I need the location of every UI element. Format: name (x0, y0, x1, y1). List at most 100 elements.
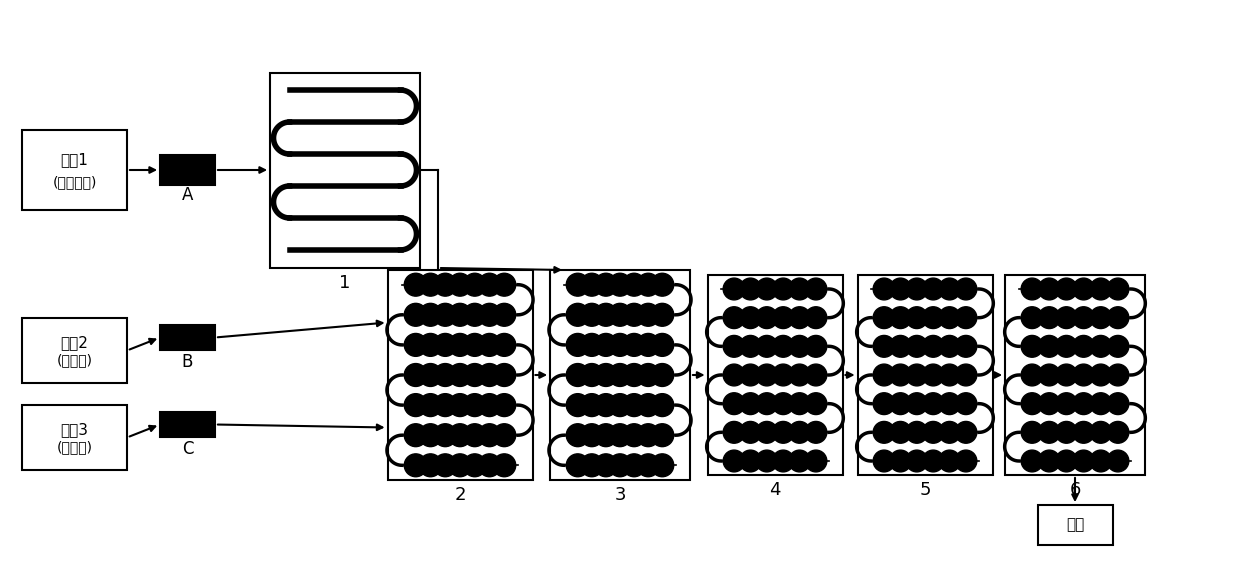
Circle shape (492, 424, 516, 447)
Circle shape (873, 364, 895, 386)
Circle shape (739, 450, 761, 472)
Circle shape (567, 424, 589, 447)
Circle shape (1038, 307, 1060, 328)
Circle shape (906, 393, 928, 415)
Circle shape (773, 336, 794, 357)
Circle shape (464, 424, 486, 447)
Circle shape (756, 336, 777, 357)
Circle shape (1055, 307, 1078, 328)
Circle shape (1022, 336, 1043, 357)
Circle shape (479, 424, 501, 447)
Circle shape (609, 424, 631, 447)
Circle shape (580, 454, 603, 477)
Circle shape (939, 307, 961, 328)
Circle shape (622, 394, 646, 417)
Circle shape (594, 424, 618, 447)
Bar (387, 270, 532, 480)
Bar (160, 155, 215, 185)
Circle shape (773, 450, 794, 472)
Circle shape (404, 454, 427, 477)
Circle shape (906, 278, 928, 300)
Text: 1: 1 (340, 274, 351, 291)
Circle shape (404, 303, 427, 326)
Circle shape (637, 303, 660, 326)
Circle shape (580, 333, 603, 356)
Circle shape (906, 422, 928, 443)
Circle shape (773, 393, 794, 415)
Circle shape (479, 454, 501, 477)
Circle shape (1107, 422, 1128, 443)
Text: 3: 3 (614, 486, 626, 504)
Circle shape (805, 364, 827, 386)
Text: 6: 6 (1069, 481, 1081, 499)
Circle shape (651, 273, 673, 296)
Circle shape (906, 307, 928, 328)
Circle shape (609, 364, 631, 386)
Circle shape (939, 450, 961, 472)
Circle shape (723, 278, 745, 300)
Circle shape (1055, 393, 1078, 415)
Circle shape (955, 450, 977, 472)
Circle shape (434, 364, 456, 386)
Circle shape (939, 364, 961, 386)
Circle shape (622, 333, 646, 356)
Circle shape (939, 422, 961, 443)
Circle shape (434, 424, 456, 447)
Text: (邻二氟苯): (邻二氟苯) (52, 175, 97, 189)
Circle shape (637, 424, 660, 447)
Circle shape (609, 394, 631, 417)
Circle shape (889, 450, 911, 472)
Circle shape (805, 307, 827, 328)
Circle shape (404, 424, 427, 447)
Circle shape (609, 273, 631, 296)
Circle shape (789, 422, 811, 443)
Circle shape (594, 273, 618, 296)
Bar (1038, 505, 1112, 545)
Circle shape (889, 364, 911, 386)
Text: 产品: 产品 (1066, 517, 1084, 533)
Circle shape (739, 307, 761, 328)
Bar (22, 405, 126, 470)
Circle shape (955, 364, 977, 386)
Circle shape (464, 303, 486, 326)
Circle shape (479, 273, 501, 296)
Circle shape (873, 336, 895, 357)
Circle shape (923, 422, 944, 443)
Circle shape (419, 394, 441, 417)
Circle shape (873, 422, 895, 443)
Circle shape (492, 394, 516, 417)
Circle shape (955, 393, 977, 415)
Circle shape (739, 364, 761, 386)
Circle shape (404, 273, 427, 296)
Bar (270, 72, 420, 267)
Circle shape (594, 394, 618, 417)
Circle shape (449, 333, 471, 356)
Circle shape (580, 303, 603, 326)
Circle shape (594, 303, 618, 326)
Text: 4: 4 (769, 481, 781, 499)
Circle shape (723, 364, 745, 386)
Circle shape (404, 333, 427, 356)
Circle shape (479, 303, 501, 326)
Circle shape (739, 422, 761, 443)
Circle shape (492, 364, 516, 386)
Circle shape (739, 393, 761, 415)
Circle shape (1073, 450, 1095, 472)
Circle shape (873, 450, 895, 472)
Circle shape (1055, 450, 1078, 472)
Circle shape (873, 393, 895, 415)
Circle shape (434, 333, 456, 356)
Circle shape (419, 333, 441, 356)
Circle shape (637, 454, 660, 477)
Circle shape (789, 278, 811, 300)
Circle shape (464, 273, 486, 296)
Circle shape (1022, 307, 1043, 328)
Circle shape (594, 333, 618, 356)
Circle shape (906, 450, 928, 472)
Circle shape (622, 273, 646, 296)
Circle shape (1073, 393, 1095, 415)
Text: A: A (182, 186, 193, 204)
Circle shape (889, 422, 911, 443)
Circle shape (939, 278, 961, 300)
Circle shape (805, 336, 827, 357)
